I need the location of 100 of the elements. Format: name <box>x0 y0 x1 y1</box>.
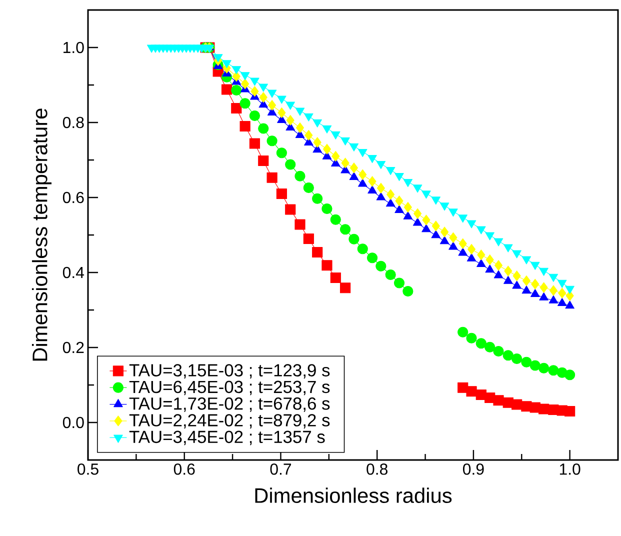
point <box>449 232 458 243</box>
point <box>521 356 532 368</box>
point <box>268 100 276 111</box>
point <box>331 131 340 140</box>
point <box>276 188 287 200</box>
point <box>332 150 340 162</box>
point <box>295 108 305 116</box>
point <box>304 130 313 141</box>
legend-label: TAU=2,24E-02 ; t=879,2 s <box>129 414 330 428</box>
legend-label: TAU=3,15E-03 ; t=123,9 s <box>129 364 330 379</box>
point <box>538 404 550 414</box>
point <box>458 238 467 249</box>
point <box>404 202 412 213</box>
point <box>522 275 531 286</box>
point <box>414 208 422 219</box>
point <box>402 286 414 297</box>
point <box>312 119 322 128</box>
point <box>522 256 532 264</box>
point <box>431 230 441 238</box>
point <box>250 86 259 97</box>
point <box>357 244 368 254</box>
point <box>432 220 440 232</box>
point <box>303 182 314 194</box>
point <box>440 236 450 244</box>
point <box>222 60 232 68</box>
point <box>458 214 468 223</box>
point <box>539 292 548 300</box>
point <box>277 96 286 104</box>
point <box>341 158 350 168</box>
point <box>512 250 522 258</box>
point <box>493 346 504 357</box>
point <box>494 260 503 271</box>
point <box>422 224 431 232</box>
point <box>322 125 332 134</box>
point <box>240 72 250 80</box>
point <box>394 172 404 182</box>
point <box>466 253 476 262</box>
point <box>564 406 576 417</box>
point <box>531 278 540 290</box>
point <box>368 154 377 164</box>
point <box>330 214 341 225</box>
y-tick-label: 0.8 <box>62 116 84 128</box>
point <box>403 178 413 188</box>
point <box>440 226 449 238</box>
point <box>512 399 522 410</box>
point <box>232 71 240 82</box>
point <box>440 202 450 211</box>
point <box>258 84 268 92</box>
point <box>386 166 396 176</box>
y-tick-label: 1.0 <box>64 42 84 54</box>
x-axis-title: Dimensionless radius <box>255 488 452 504</box>
point <box>376 260 386 272</box>
point <box>564 370 576 380</box>
point <box>458 326 468 338</box>
point <box>340 224 351 235</box>
point <box>493 395 504 406</box>
point <box>366 252 378 264</box>
point <box>358 169 367 180</box>
point <box>458 248 468 256</box>
point <box>530 262 540 270</box>
y-tick-label: 0.6 <box>62 192 84 204</box>
point <box>278 107 286 118</box>
point <box>539 268 548 276</box>
point <box>340 282 351 294</box>
point <box>376 182 385 194</box>
point <box>394 204 404 214</box>
point <box>476 226 486 234</box>
point <box>294 219 306 230</box>
point <box>259 92 268 103</box>
point <box>530 288 540 298</box>
point <box>466 332 477 344</box>
point <box>231 102 242 114</box>
point <box>286 114 294 126</box>
point <box>266 136 278 146</box>
point <box>548 295 558 304</box>
point <box>484 342 496 352</box>
point <box>512 270 521 282</box>
point <box>548 274 558 282</box>
point <box>304 113 314 122</box>
point <box>412 218 422 226</box>
point <box>476 338 486 349</box>
y-axis-title: Dimensionless temperature <box>32 108 52 361</box>
point <box>386 189 395 200</box>
point <box>431 196 441 205</box>
point <box>322 260 332 271</box>
point <box>512 353 522 364</box>
point <box>395 196 404 206</box>
point <box>249 138 260 149</box>
point <box>358 148 368 158</box>
point <box>204 44 214 53</box>
point <box>504 244 513 252</box>
point <box>477 250 486 260</box>
point <box>296 122 304 134</box>
point <box>502 350 514 361</box>
point <box>348 234 360 244</box>
point <box>231 84 242 96</box>
point <box>294 170 306 182</box>
point <box>240 98 250 109</box>
point <box>485 264 494 273</box>
point <box>322 203 332 214</box>
